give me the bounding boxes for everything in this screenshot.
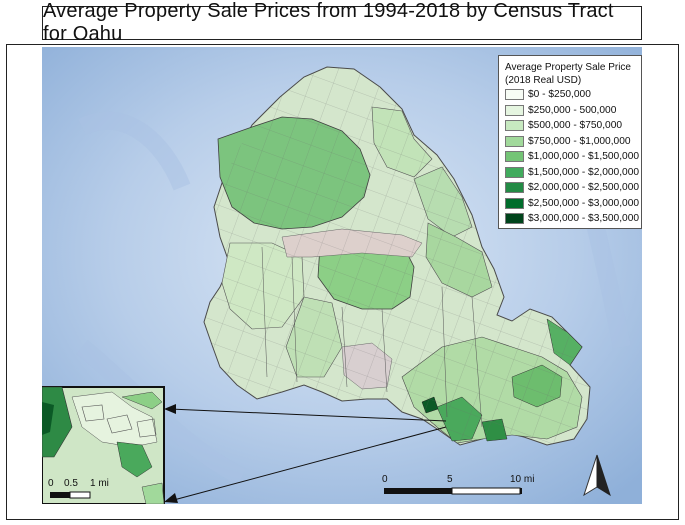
inset-map[interactable] (42, 386, 165, 504)
legend-item: $750,000 - $1,000,000 (505, 134, 635, 150)
legend-item: $0 - $250,000 (505, 87, 635, 103)
legend-item: $1,000,000 - $1,500,000 (505, 149, 639, 165)
map-frame (6, 44, 679, 520)
legend-item: $2,000,000 - $2,500,000 (505, 180, 639, 196)
legend-label: $3,000,000 - $3,500,000 (528, 213, 640, 225)
inset-scale-tick-0: 0 (48, 478, 54, 489)
main-scale-tick-0: 0 (382, 474, 388, 485)
legend-title: Average Property Sale Price (505, 62, 631, 73)
legend-label: $2,500,000 - $3,000,000 (528, 197, 640, 209)
inset-scale-tick-1: 0.5 (64, 478, 78, 489)
legend-subtitle: (2018 Real USD) (505, 75, 582, 86)
main-scale-tick-2: 10 mi (510, 474, 535, 485)
leader-line-top (169, 408, 447, 422)
oahu-island[interactable] (203, 66, 591, 446)
main-scale-bar (384, 487, 522, 495)
legend-swatch (505, 197, 524, 209)
legend: Average Property Sale Price (2018 Real U… (498, 55, 642, 229)
legend-swatch (505, 89, 524, 101)
legend-label: $500,000 - $750,000 (528, 120, 623, 132)
map-title: Average Property Sale Prices from 1994-2… (43, 0, 614, 45)
legend-label: $250,000 - 500,000 (528, 104, 617, 116)
inset-scale-tick-2: 1 mi (90, 478, 109, 489)
legend-item: $500,000 - $750,000 (505, 118, 635, 134)
legend-item: $250,000 - 500,000 (505, 103, 635, 119)
legend-swatch (505, 104, 524, 116)
legend-item: $2,500,000 - $3,000,000 (505, 196, 639, 212)
legend-swatch (505, 213, 524, 225)
inset-scale-bar (50, 491, 91, 499)
main-scale-tick-1: 5 (447, 474, 453, 485)
legend-swatch (505, 135, 524, 147)
legend-item: $1,500,000 - $2,000,000 (505, 165, 639, 181)
legend-swatch (505, 120, 524, 132)
legend-label: $2,000,000 - $2,500,000 (528, 182, 640, 194)
north-arrow-icon (583, 454, 611, 497)
map-title-box: Average Property Sale Prices from 1994-2… (42, 0, 642, 45)
legend-swatch (505, 182, 524, 194)
legend-label: $1,500,000 - $2,000,000 (528, 166, 640, 178)
legend-label: $1,000,000 - $1,500,000 (528, 151, 640, 163)
legend-swatch (505, 151, 524, 163)
legend-item: $3,000,000 - $3,500,000 (505, 211, 639, 227)
leader-line-bottom (169, 426, 447, 502)
legend-label: $0 - $250,000 (528, 89, 591, 101)
legend-swatch (505, 166, 524, 178)
legend-label: $750,000 - $1,000,000 (528, 135, 631, 147)
map-canvas[interactable] (42, 47, 642, 504)
